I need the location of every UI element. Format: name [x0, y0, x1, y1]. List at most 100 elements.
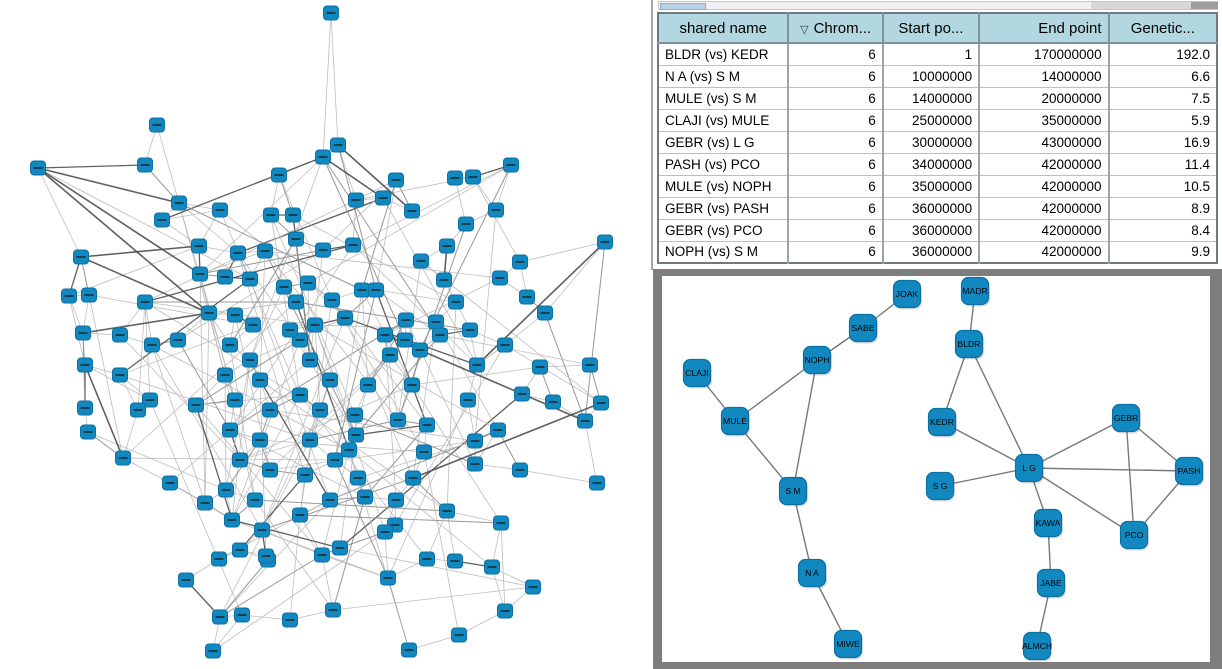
- table-cell[interactable]: 35000000: [978, 109, 1109, 132]
- detail-node[interactable]: S G: [925, 471, 956, 502]
- overview-node[interactable]: [315, 242, 331, 258]
- overview-node[interactable]: [390, 412, 406, 428]
- overview-node[interactable]: [428, 314, 444, 330]
- overview-node[interactable]: [345, 237, 361, 253]
- overview-node[interactable]: [245, 317, 261, 333]
- overview-node[interactable]: [247, 492, 263, 508]
- overview-node[interactable]: [218, 482, 234, 498]
- table-cell[interactable]: MULE (vs) S M: [658, 87, 789, 110]
- overview-node[interactable]: [234, 607, 250, 623]
- overview-node[interactable]: [322, 492, 338, 508]
- overview-node[interactable]: [525, 579, 541, 595]
- overview-node[interactable]: [467, 433, 483, 449]
- overview-node[interactable]: [230, 245, 246, 261]
- overview-node[interactable]: [81, 287, 97, 303]
- overview-node[interactable]: [217, 269, 233, 285]
- overview-node[interactable]: [488, 202, 504, 218]
- table-cell[interactable]: 9.9: [1107, 241, 1217, 264]
- overview-node[interactable]: [224, 512, 240, 528]
- table-cell[interactable]: 42000000: [978, 153, 1109, 176]
- overview-node[interactable]: [302, 352, 318, 368]
- filter-sort-icon[interactable]: ▽: [800, 23, 809, 36]
- overview-node[interactable]: [467, 456, 483, 472]
- table-cell[interactable]: GEBR (vs) L G: [658, 131, 789, 154]
- detail-node[interactable]: SABE: [848, 313, 879, 344]
- overview-node[interactable]: [162, 475, 178, 491]
- overview-node[interactable]: [144, 337, 160, 353]
- table-cell[interactable]: 42000000: [978, 175, 1109, 198]
- overview-node[interactable]: [276, 279, 292, 295]
- detail-node[interactable]: L G: [1014, 453, 1045, 484]
- detail-node[interactable]: KAWA: [1033, 508, 1064, 539]
- detail-node[interactable]: BLDR: [954, 329, 985, 360]
- table-cell[interactable]: 170000000: [978, 43, 1109, 66]
- overview-node[interactable]: [322, 372, 338, 388]
- table-cell[interactable]: 7.5: [1107, 87, 1217, 110]
- network-overview-panel[interactable]: [0, 0, 650, 669]
- table-cell[interactable]: 42000000: [978, 241, 1109, 264]
- overview-node[interactable]: [285, 207, 301, 223]
- table-cell[interactable]: 6: [787, 219, 883, 242]
- overview-node[interactable]: [413, 253, 429, 269]
- overview-node[interactable]: [252, 372, 268, 388]
- overview-node[interactable]: [512, 254, 528, 270]
- overview-node[interactable]: [282, 612, 298, 628]
- overview-node[interactable]: [577, 413, 593, 429]
- overview-node[interactable]: [263, 207, 279, 223]
- overview-node[interactable]: [137, 294, 153, 310]
- table-cell[interactable]: 6: [787, 65, 883, 88]
- table-row[interactable]: PASH (vs) PCO 6 34000000 42000000 11.4: [658, 153, 1217, 176]
- detail-node[interactable]: PCO: [1119, 520, 1150, 551]
- overview-node[interactable]: [397, 332, 413, 348]
- overview-node[interactable]: [149, 117, 165, 133]
- overview-node[interactable]: [380, 570, 396, 586]
- overview-node[interactable]: [484, 559, 500, 575]
- overview-node[interactable]: [323, 5, 339, 21]
- overview-node[interactable]: [589, 475, 605, 491]
- overview-node[interactable]: [404, 377, 420, 393]
- overview-node[interactable]: [292, 387, 308, 403]
- table-cell[interactable]: 25000000: [881, 109, 980, 132]
- table-cell[interactable]: 34000000: [881, 153, 980, 176]
- overview-node[interactable]: [192, 266, 208, 282]
- overview-node[interactable]: [490, 422, 506, 438]
- overview-node[interactable]: [348, 427, 364, 443]
- overview-node[interactable]: [350, 470, 366, 486]
- table-cell[interactable]: PASH (vs) PCO: [658, 153, 789, 176]
- scrollbar-thumb[interactable]: [660, 3, 706, 10]
- table-cell[interactable]: 20000000: [978, 87, 1109, 110]
- network-detail-canvas-area[interactable]: JOAK SABE NOPH CLAJI MULE S M N A MIWE MADR BLDR K…: [662, 276, 1210, 662]
- overview-node[interactable]: [375, 190, 391, 206]
- table-cell[interactable]: NOPH (vs) S M: [658, 241, 789, 264]
- detail-node[interactable]: JABE: [1036, 568, 1067, 599]
- overview-node[interactable]: [80, 424, 96, 440]
- overview-node[interactable]: [416, 444, 432, 460]
- table-cell[interactable]: 6: [787, 109, 883, 132]
- overview-node[interactable]: [497, 337, 513, 353]
- overview-node[interactable]: [211, 551, 227, 567]
- column-header-4[interactable]: Genetic...: [1107, 13, 1217, 44]
- overview-node[interactable]: [170, 332, 186, 348]
- overview-node[interactable]: [398, 312, 414, 328]
- overview-node[interactable]: [258, 548, 274, 564]
- overview-node[interactable]: [451, 627, 467, 643]
- overview-node[interactable]: [292, 507, 308, 523]
- network-overview-canvas[interactable]: [0, 0, 650, 669]
- overview-node[interactable]: [492, 270, 508, 286]
- overview-node[interactable]: [197, 495, 213, 511]
- overview-node[interactable]: [458, 216, 474, 232]
- table-row[interactable]: MULE (vs) NOPH 6 35000000 42000000 10.5: [658, 175, 1217, 198]
- table-cell[interactable]: 43000000: [978, 131, 1109, 154]
- detail-node[interactable]: PASH: [1174, 456, 1205, 487]
- overview-node[interactable]: [347, 407, 363, 423]
- overview-node[interactable]: [469, 357, 485, 373]
- detail-edge[interactable]: [1028, 467, 1135, 536]
- overview-node[interactable]: [77, 400, 93, 416]
- detail-edge[interactable]: [941, 421, 1030, 469]
- overview-node[interactable]: [142, 392, 158, 408]
- overview-node[interactable]: [597, 234, 613, 250]
- table-cell[interactable]: 11.4: [1107, 153, 1217, 176]
- table-cell[interactable]: 6: [787, 153, 883, 176]
- overview-node[interactable]: [257, 243, 273, 259]
- overview-node[interactable]: [332, 540, 348, 556]
